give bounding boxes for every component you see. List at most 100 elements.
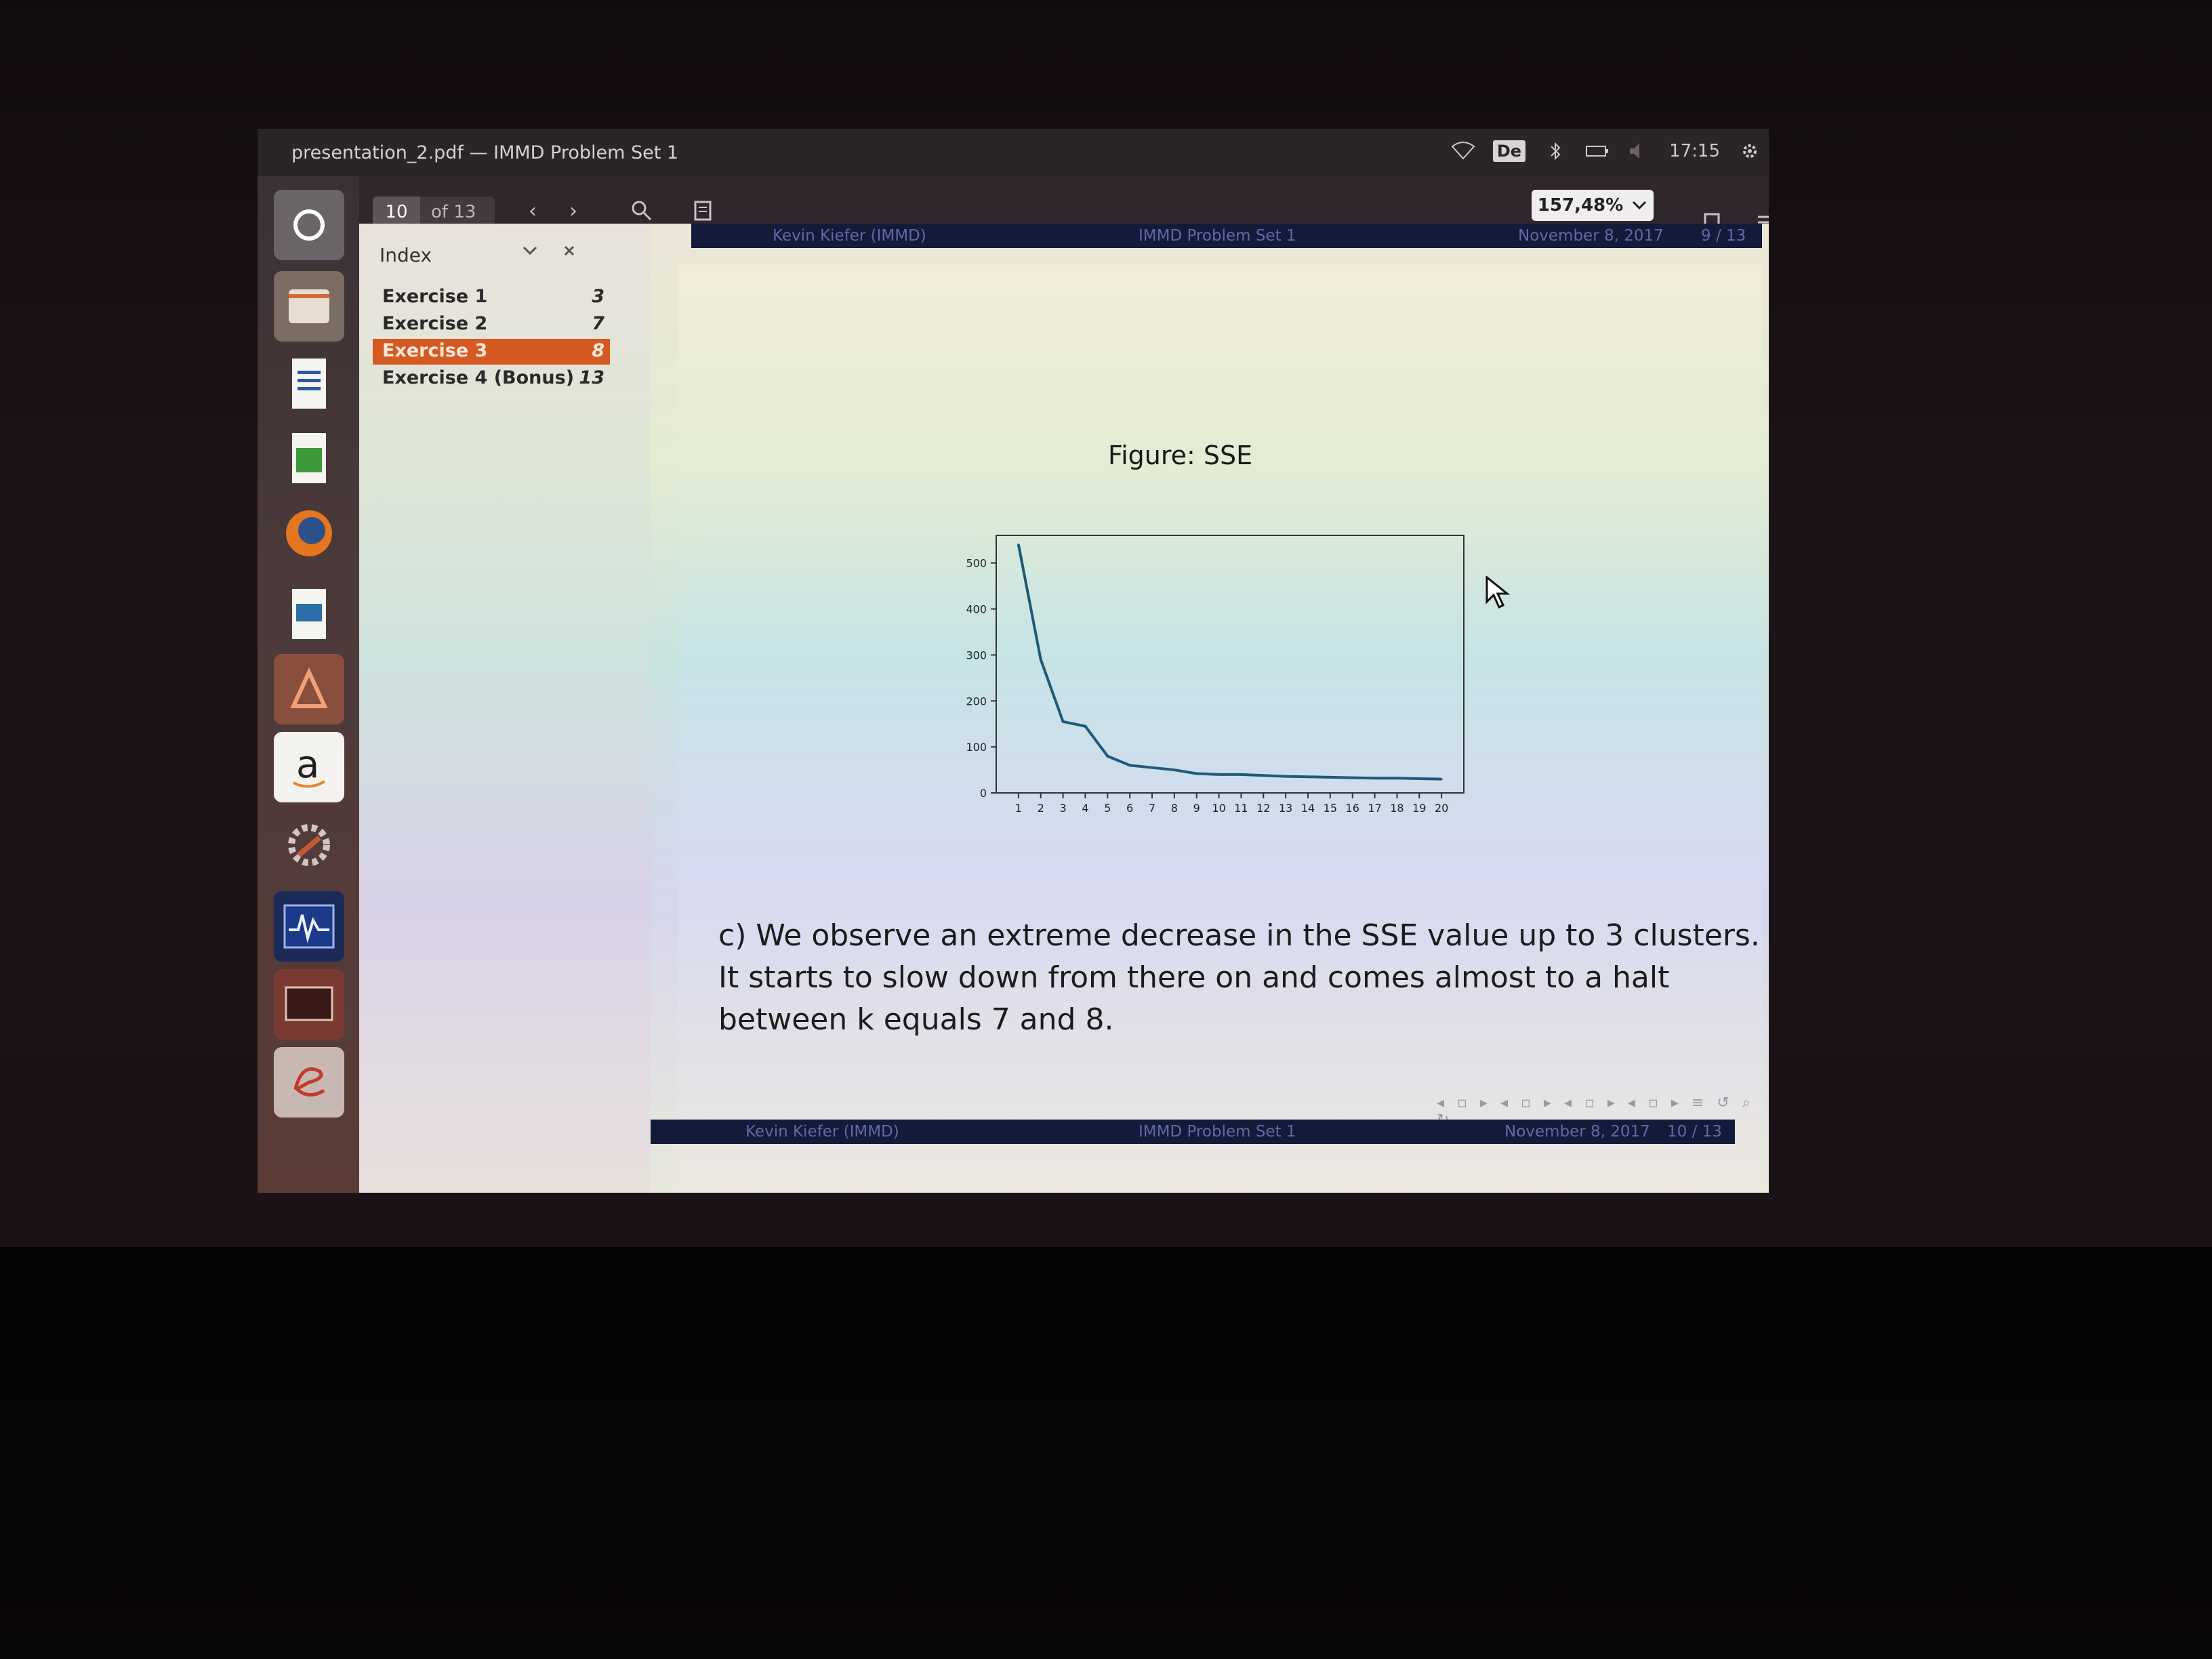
total-pages-label: of 13 [431,202,476,222]
window-title: presentation_2.pdf — IMMD Problem Set 1 [291,142,679,163]
x-tick-label: 8 [1171,802,1178,815]
x-tick-label: 7 [1149,802,1155,815]
document-viewer-icon [293,1067,325,1097]
keyboard-layout-indicator[interactable]: De [1492,140,1526,162]
y-tick-label: 300 [966,649,987,661]
writer-document-icon [292,359,326,409]
x-tick-label: 18 [1390,802,1404,815]
top-panel: presentation_2.pdf — IMMD Problem Set 1 … [258,129,1769,176]
launcher-document-viewer[interactable] [274,1047,344,1118]
settings-gear-icon[interactable] [1738,141,1762,161]
page-selector[interactable]: 10 of 13 [373,197,495,228]
prev-footer-title: IMMD Problem Set 1 [1139,227,1296,245]
current-page-input[interactable]: 10 [373,197,420,228]
sse-series-line [1017,544,1442,781]
amazon-icon: a [293,743,326,788]
mouse-pointer-icon [1486,576,1511,609]
launcher-amazon[interactable]: a [274,732,344,802]
x-tick-label: 11 [1234,802,1248,815]
sse-data-point [1084,725,1086,728]
sidebar-title[interactable]: Index [380,244,432,266]
x-tick-label: 1 [1015,802,1022,815]
x-tick-label: 16 [1346,802,1359,815]
annotations-icon[interactable] [691,199,714,222]
sse-data-point [1329,776,1332,779]
launcher-writer[interactable] [274,349,344,419]
launcher-screenshot[interactable] [274,969,344,1040]
document-area[interactable]: Kevin Kiefer (IMMD) IMMD Problem Set 1 N… [651,224,1769,1193]
sse-data-point [1151,766,1153,769]
toc-item-page: 7 [592,313,605,334]
footer-author: Kevin Kiefer (IMMD) [745,1123,899,1141]
svg-text:a: a [296,743,319,787]
sse-data-point [1040,658,1042,661]
toc-item-label: Exercise 2 [382,313,488,334]
sse-data-point [1062,720,1065,723]
beamer-navigation-symbols[interactable]: ◂ ▫ ▸ ◂ ▫ ▸ ◂ ▫ ▸ ◂ ▫ ▸ ≡ ↺ ⌕ ↻ [1437,1094,1755,1128]
launcher-dash-button[interactable] [274,190,344,260]
screen-icon [285,986,333,1021]
clock[interactable]: 17:15 [1669,141,1720,161]
sse-data-point [1173,769,1176,771]
prev-footer-pages: 9 / 13 [1701,227,1746,245]
x-tick-label: 10 [1212,802,1225,815]
sse-data-point [1106,755,1109,758]
settings-wrench-icon [288,824,330,866]
sse-data-point [1284,775,1287,778]
launcher-system-settings[interactable] [274,810,344,880]
presentation-icon [292,589,326,639]
launcher-calc[interactable] [274,424,344,494]
plot-frame [996,535,1465,794]
volume-icon[interactable] [1627,141,1652,161]
ubuntu-logo-icon [293,209,325,241]
toc-item-label: Exercise 3 [382,340,488,361]
sse-data-point [1351,777,1354,779]
sse-data-point [1218,773,1221,776]
y-tick-label: 500 [966,557,987,570]
search-icon[interactable] [630,199,653,222]
sse-data-point [1128,764,1131,766]
toc-item-exercise-4[interactable]: Exercise 4 (Bonus) 13 [373,366,610,392]
sse-data-point [1440,778,1443,781]
current-slide: Figure: SSE 0 100 200 300 400 500 1 2 3 4 5 6 7 8 9 10 1… [651,264,1762,1193]
x-tick-label: 2 [1038,802,1044,815]
launcher-impress[interactable] [274,579,344,650]
x-tick-label: 3 [1059,802,1066,815]
zoom-selector[interactable]: 157,48% [1532,190,1654,221]
x-tick-label: 9 [1193,802,1200,815]
close-icon[interactable] [562,244,576,258]
prev-footer-date: November 8, 2017 [1518,227,1664,245]
prev-page-icon[interactable]: ‹ [529,199,537,223]
unity-launcher: a [258,176,359,1193]
toc-item-exercise-3[interactable]: Exercise 3 8 [373,339,610,365]
sse-data-point [1240,773,1242,776]
launcher-files[interactable] [274,271,344,342]
next-page-icon[interactable]: › [569,199,577,223]
y-tick-label: 200 [966,695,987,708]
footer-date: November 8, 2017 [1504,1123,1650,1141]
software-center-icon [290,667,328,708]
sse-data-point [1017,544,1020,546]
launcher-system-monitor[interactable] [274,891,344,962]
room-floor [0,1247,2212,1659]
wifi-icon[interactable] [1451,141,1475,161]
launcher-firefox[interactable] [274,498,344,569]
sse-data-point [1307,775,1309,778]
x-tick-label: 6 [1126,802,1133,815]
file-cabinet-icon [289,289,329,323]
launcher-software-center[interactable] [274,654,344,724]
battery-icon[interactable] [1585,141,1610,161]
y-tick-label: 100 [966,741,987,754]
x-tick-label: 15 [1324,802,1337,815]
toc-item-exercise-1[interactable]: Exercise 1 3 [373,285,610,310]
bluetooth-icon[interactable] [1543,141,1568,161]
toc-item-exercise-2[interactable]: Exercise 2 7 [373,312,610,337]
x-tick-label: 13 [1279,802,1292,815]
x-tick-label: 4 [1082,802,1088,815]
toc-item-page: 8 [592,340,605,361]
toc-item-label: Exercise 1 [382,286,488,307]
slide-body-text: c) We observe an extreme decrease in the… [718,918,1760,1037]
spreadsheet-icon [292,433,326,483]
chevron-down-icon[interactable] [522,244,538,258]
